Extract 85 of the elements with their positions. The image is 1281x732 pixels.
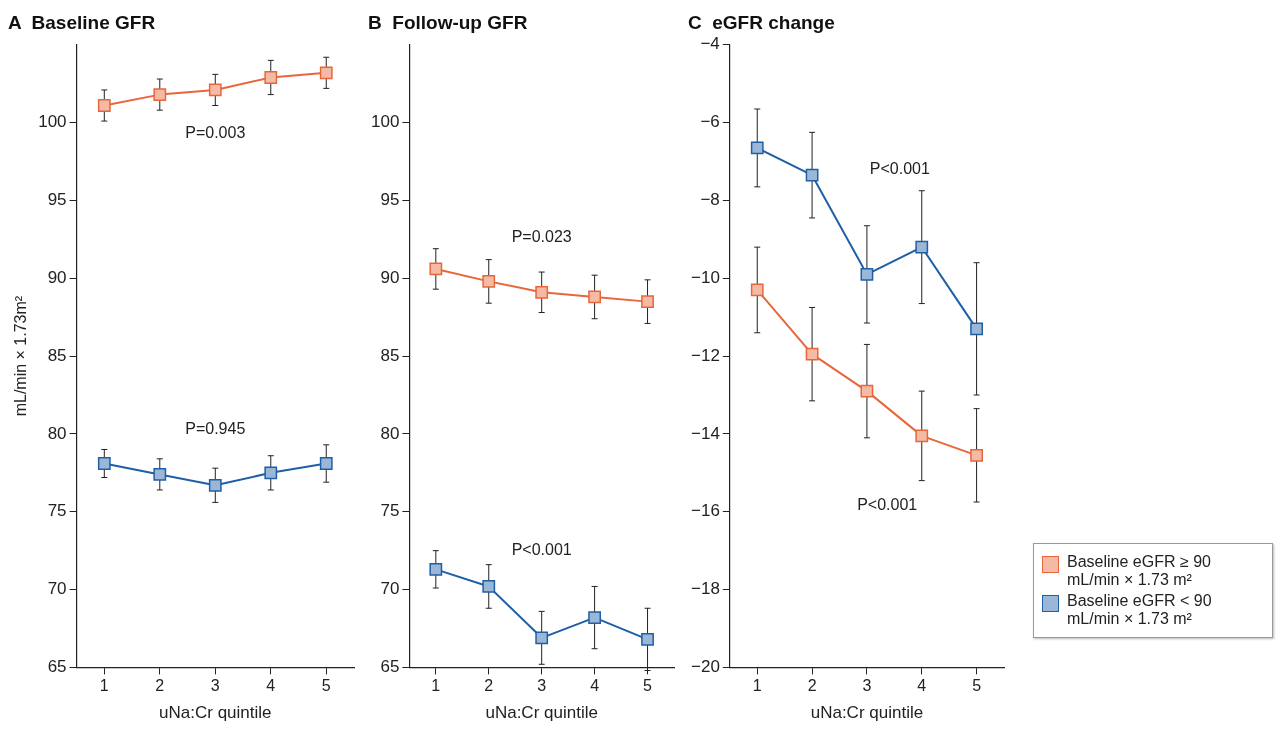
x-tick-label: 4 (917, 677, 927, 695)
y-tick-label: −14 (690, 423, 720, 443)
y-tick-label: 75 (47, 501, 67, 521)
point (588, 611, 602, 624)
point (97, 457, 111, 470)
point (208, 83, 222, 97)
y-tick-label: 70 (47, 579, 67, 599)
annotation: P<0.001 (857, 495, 918, 513)
y-tick-label: 65 (47, 657, 67, 677)
y-tick-label: 95 (47, 190, 67, 210)
y-tick-label: 85 (380, 345, 400, 365)
point (153, 467, 167, 481)
legend-label: Baseline eGFR ≥ 90 mL/min × 1.73 m² (1067, 553, 1212, 589)
point (750, 283, 764, 297)
point (588, 290, 602, 304)
point (482, 580, 496, 593)
point (535, 285, 549, 299)
y-tick-label: −6 (700, 112, 720, 132)
point (319, 457, 333, 470)
x-axis-title: uNa:Cr quintile (485, 703, 598, 723)
point (860, 267, 874, 281)
y-tick-label: 85 (47, 345, 67, 365)
annotation: P<0.001 (511, 541, 572, 559)
y-tick-label: 90 (380, 267, 400, 287)
point (915, 240, 929, 254)
annotation: P<0.001 (869, 159, 930, 177)
point (805, 347, 819, 361)
y-tick-label: −18 (690, 579, 720, 599)
point (97, 99, 111, 112)
x-tick-label: 3 (862, 677, 872, 695)
y-tick-label: 65 (380, 657, 400, 677)
point (264, 466, 278, 480)
x-tick-label: 2 (155, 677, 165, 695)
y-tick-label: −20 (690, 657, 720, 677)
point (915, 429, 929, 443)
chart-title: B Follow-up GFR (368, 11, 528, 33)
y-tick-label: −8 (700, 190, 720, 210)
x-tick-label: 1 (752, 677, 762, 695)
point (153, 88, 167, 102)
point (805, 168, 819, 182)
y-tick-label: 70 (380, 579, 400, 599)
x-tick-label: 4 (590, 677, 600, 695)
annotation: P=0.023 (511, 228, 572, 246)
x-tick-label: 3 (210, 677, 220, 695)
x-tick-label: 3 (537, 677, 547, 695)
point (970, 322, 983, 336)
point (482, 274, 496, 288)
x-tick-label: 2 (484, 677, 494, 695)
y-axis-title: mL/min × 1.73m² (12, 295, 30, 417)
point (319, 66, 333, 80)
y-tick-label: 80 (47, 423, 67, 443)
point (208, 478, 222, 492)
y-tick-label: 80 (380, 423, 400, 443)
annotation: P=0.945 (185, 419, 246, 437)
chart-title: A Baseline GFR (8, 11, 156, 33)
x-tick-label: 4 (266, 677, 276, 695)
x-tick-label: 2 (807, 677, 817, 695)
y-tick-label: 90 (47, 267, 67, 287)
legend-label: Baseline eGFR < 90 mL/min × 1.73 m² (1067, 592, 1213, 628)
y-tick-label: −10 (690, 267, 720, 287)
y-tick-label: −12 (690, 345, 720, 365)
x-tick-label: 5 (321, 677, 331, 695)
point (860, 384, 874, 398)
y-tick-label: −4 (700, 34, 720, 54)
point (750, 141, 764, 155)
y-tick-label: 75 (380, 501, 400, 521)
point (429, 562, 443, 576)
x-tick-label: 5 (643, 677, 653, 695)
x-tick-label: 1 (431, 677, 441, 695)
point (970, 448, 983, 462)
x-axis-title: uNa:Cr quintile (810, 703, 924, 723)
point (264, 71, 278, 84)
y-tick-label: −16 (690, 501, 720, 521)
y-tick-label: 100 (370, 112, 400, 132)
x-tick-label: 1 (99, 677, 109, 695)
y-tick-label: 95 (380, 190, 400, 210)
point (535, 631, 549, 645)
x-tick-label: 5 (972, 677, 982, 695)
point (429, 262, 443, 276)
annotation: P=0.003 (185, 123, 246, 141)
y-tick-label: 100 (38, 112, 67, 132)
point (641, 295, 654, 309)
chart-title: C eGFR change (688, 11, 835, 33)
x-axis-title: uNa:Cr quintile (159, 703, 272, 723)
point (641, 632, 654, 646)
